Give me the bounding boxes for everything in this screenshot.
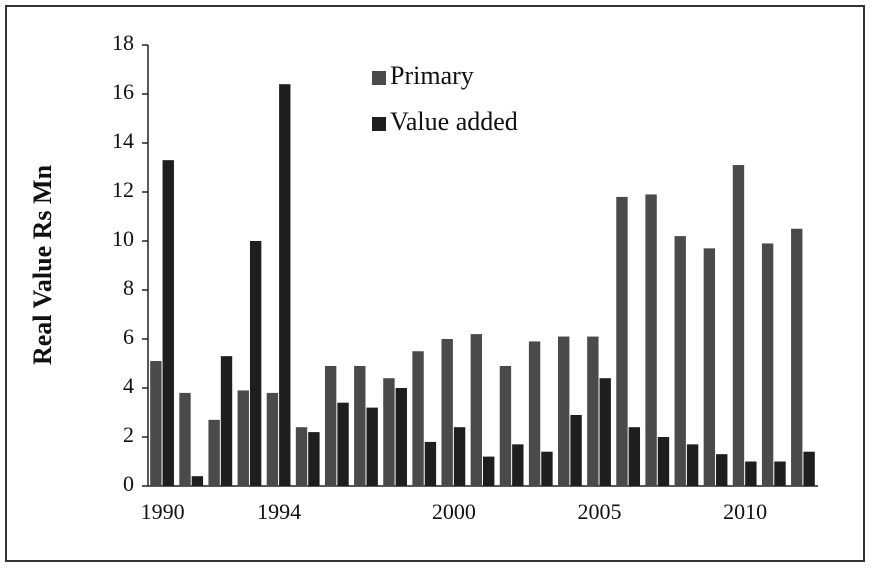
bar (616, 196, 628, 486)
bar (541, 451, 553, 486)
y-tick-label: 8 (123, 275, 134, 300)
bar (220, 356, 233, 486)
legend-label: Value added (390, 107, 518, 136)
bar (424, 441, 437, 486)
legend-swatch (372, 71, 386, 85)
x-tick-label: 2010 (723, 499, 767, 524)
bar (441, 339, 453, 486)
bar (179, 392, 191, 486)
y-tick-label: 14 (112, 128, 134, 153)
x-tick-label: 1994 (257, 499, 301, 524)
bar (674, 236, 686, 486)
bar (628, 427, 641, 486)
bar (703, 248, 716, 486)
bar (657, 437, 670, 486)
y-tick-label: 6 (123, 324, 134, 349)
bar (483, 456, 495, 486)
bar (208, 419, 220, 486)
y-tick-label: 12 (112, 177, 134, 202)
bar (266, 392, 279, 486)
legend-swatch (372, 117, 386, 131)
bar (761, 243, 774, 486)
y-tick-label: 4 (123, 373, 134, 398)
bar (249, 241, 262, 486)
bar (308, 432, 320, 486)
bar (279, 84, 291, 486)
frame (5, 5, 865, 562)
bar (499, 365, 512, 486)
bar (570, 414, 582, 486)
bar (337, 402, 349, 486)
bar (645, 194, 657, 486)
x-tick-label: 2005 (578, 499, 622, 524)
bar (453, 427, 466, 486)
bar (366, 407, 378, 486)
y-axis-label: Real Value Rs Mn (28, 164, 57, 365)
bar (191, 476, 204, 486)
bar (237, 390, 249, 486)
bar (716, 454, 728, 486)
bar (686, 444, 699, 486)
bar (324, 365, 337, 486)
bar (732, 165, 745, 487)
x-tick-label: 2000 (432, 499, 476, 524)
bar (295, 427, 308, 486)
bar (354, 365, 366, 486)
bar (150, 361, 162, 486)
bar (774, 461, 786, 486)
bar (803, 451, 815, 486)
bar (558, 336, 570, 486)
bar (587, 336, 599, 486)
bar (512, 444, 524, 486)
bar (745, 461, 757, 486)
bar (528, 341, 541, 486)
bar (383, 378, 395, 486)
bar (162, 160, 174, 486)
legend-label: Primary (390, 61, 474, 90)
bar (412, 351, 424, 486)
y-tick-label: 10 (112, 226, 134, 251)
y-tick-label: 18 (112, 30, 134, 55)
bar (599, 378, 611, 486)
bar (470, 334, 482, 486)
y-tick-label: 16 (112, 79, 134, 104)
y-tick-label: 2 (123, 422, 134, 447)
bar (395, 388, 407, 486)
bar (791, 228, 803, 486)
y-tick-label: 0 (123, 471, 134, 496)
x-tick-label: 1990 (141, 499, 185, 524)
